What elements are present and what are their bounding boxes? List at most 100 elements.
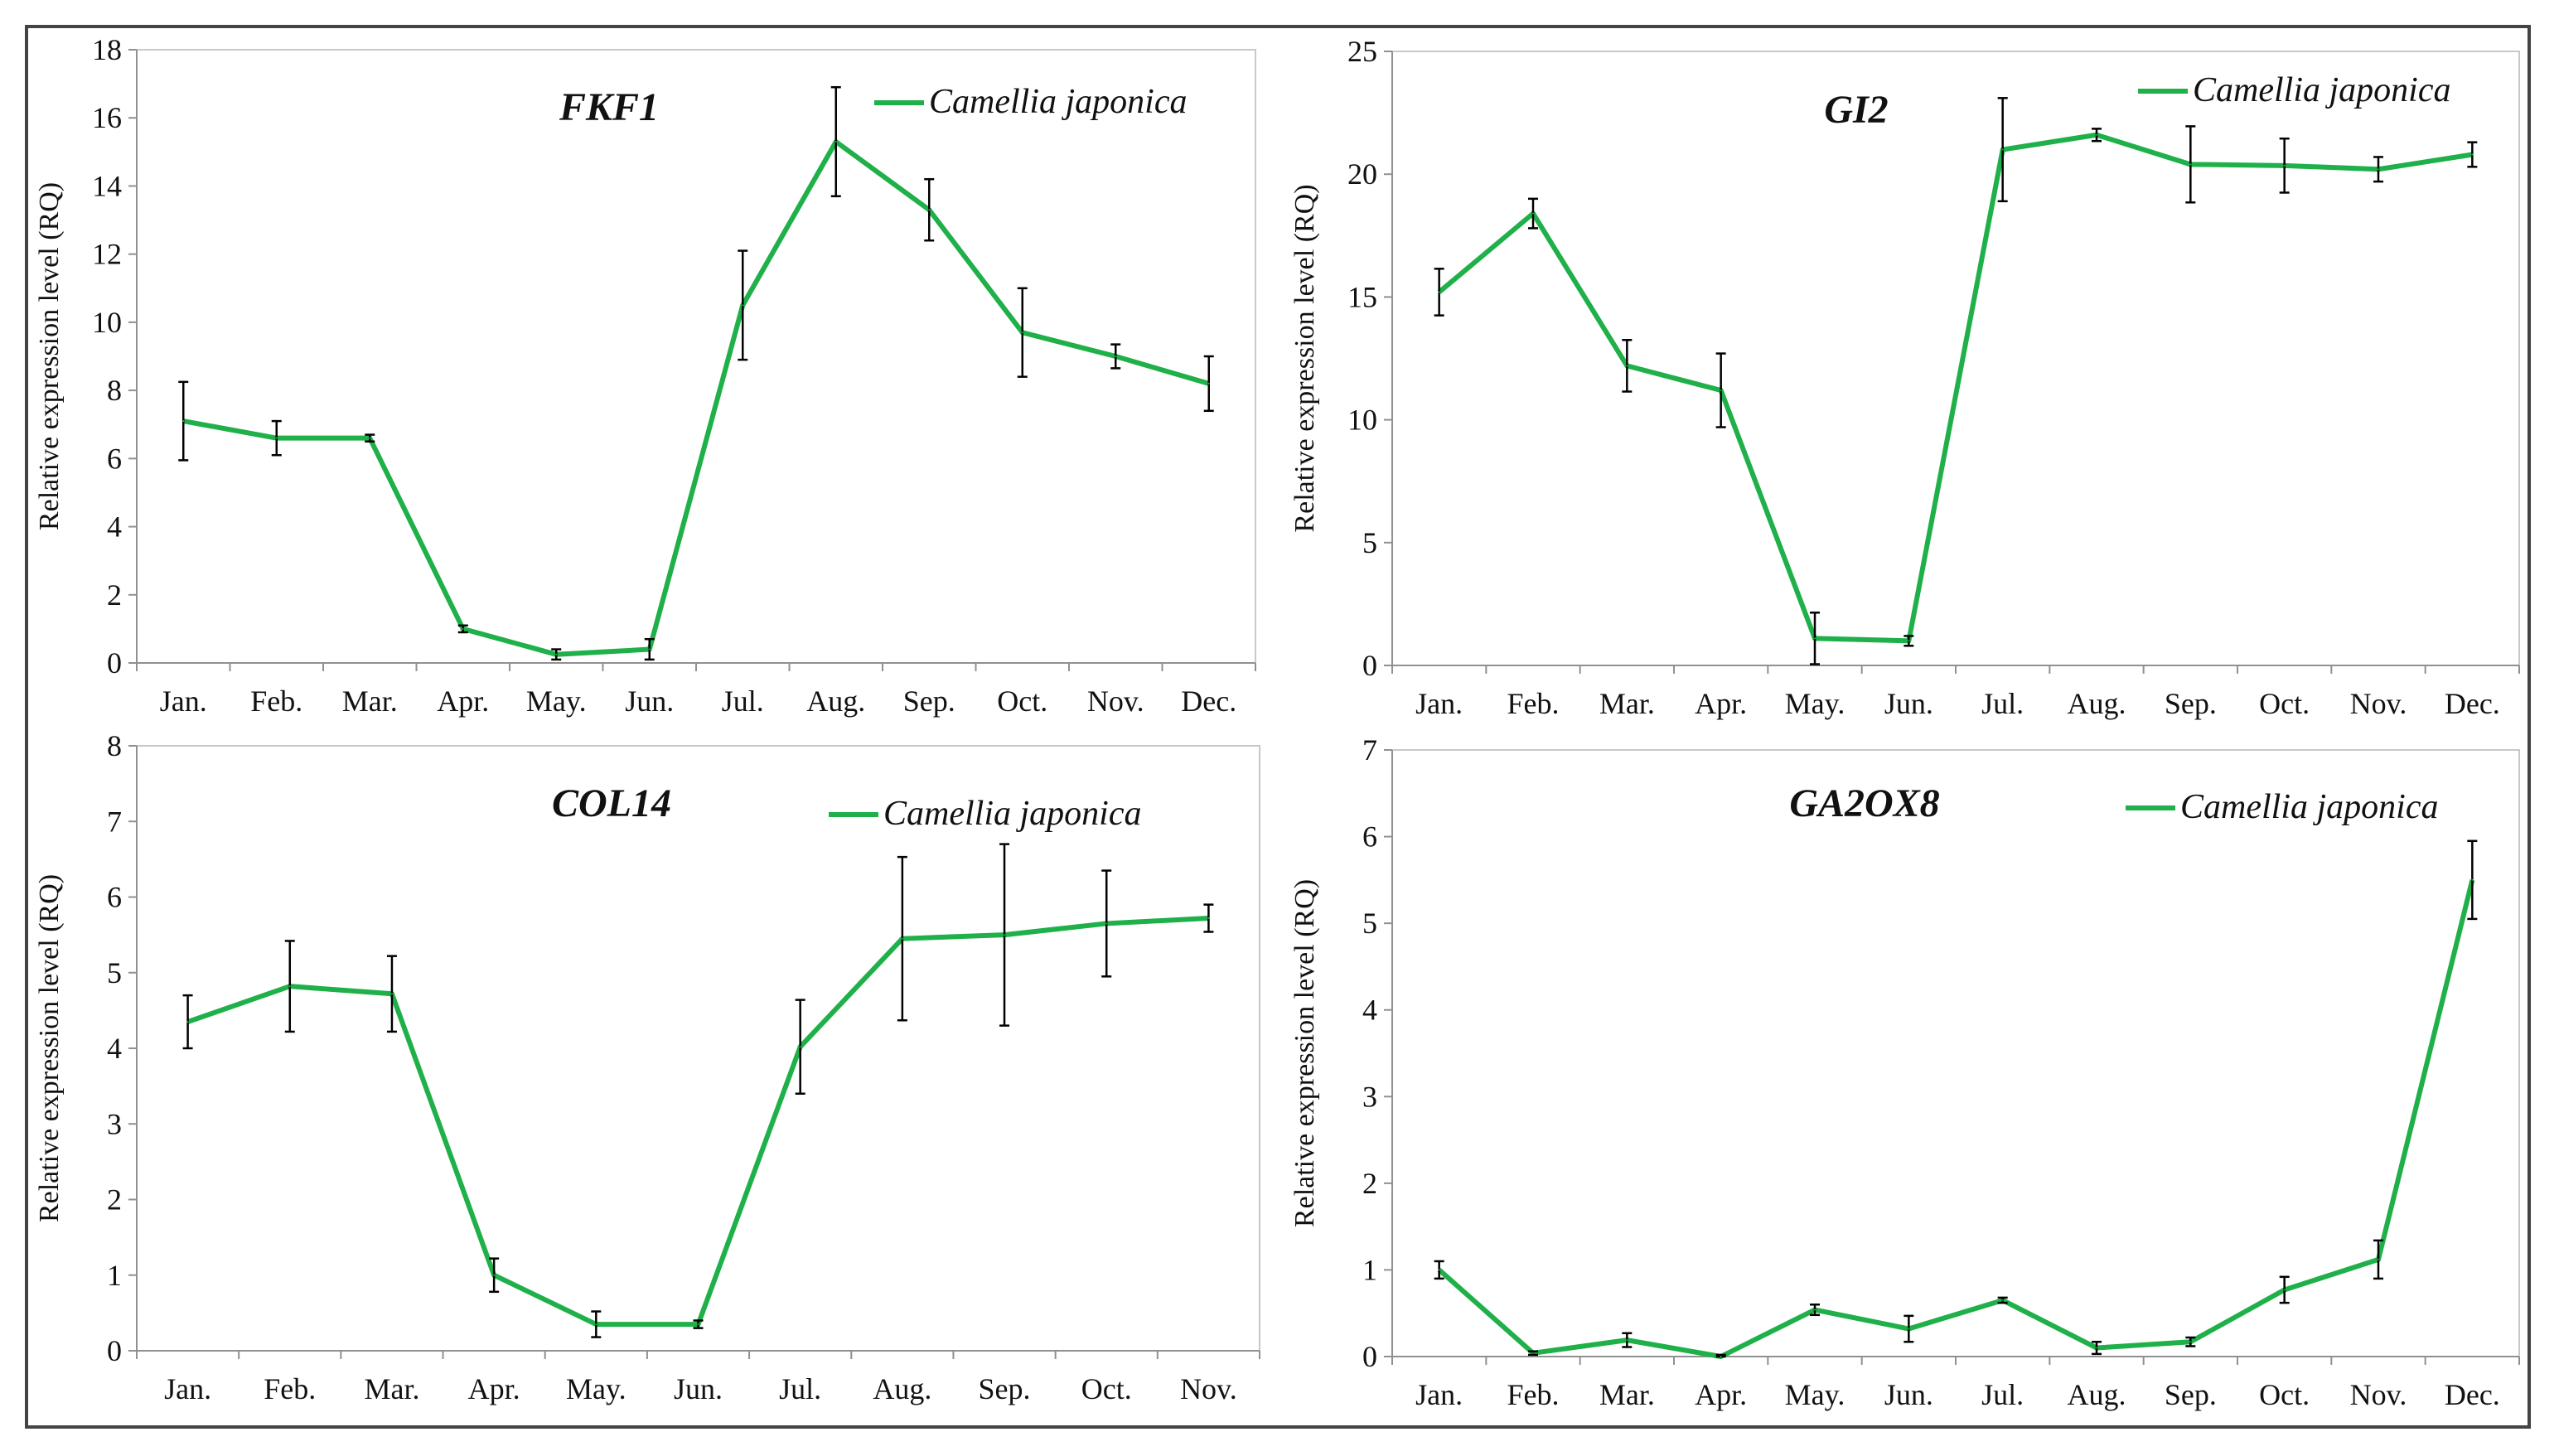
x-tick-label: Nov. — [2350, 1378, 2407, 1411]
data-point — [2189, 163, 2192, 166]
x-tick-label: Oct. — [2259, 1378, 2310, 1411]
data-point — [901, 937, 903, 940]
data-point — [1532, 1352, 1534, 1354]
x-tick-label: Aug. — [873, 1372, 931, 1405]
series-line — [182, 139, 1210, 657]
data-point — [2378, 168, 2379, 171]
y-tick-label: 10 — [92, 306, 122, 339]
y-tick-label: 4 — [107, 510, 122, 544]
y-tick-label: 7 — [107, 805, 122, 838]
y-tick-label: 1 — [107, 1259, 122, 1292]
x-tick-label: Mar. — [364, 1372, 419, 1405]
data-point — [648, 648, 651, 651]
figure-frame — [25, 25, 2531, 1429]
legend-label: Camellia japonica — [929, 83, 1187, 121]
data-point — [2471, 878, 2474, 881]
data-point — [1626, 1339, 1628, 1342]
x-tick-label: Mar. — [342, 684, 398, 718]
chart-col14: 0 1 2 3 4 5 6 7 8 Jan. Feb. Mar. Apr. May. Jun. Jul. Aug… — [34, 729, 1260, 1405]
x-tick-label: Dec. — [2445, 1378, 2500, 1411]
y-axis-label: Relative expression level (RQ) — [34, 182, 65, 530]
data-point — [697, 1323, 699, 1326]
x-tick-label: Aug. — [2068, 687, 2126, 720]
y-tick-label: 7 — [1362, 733, 1377, 767]
x-tick-label: Feb. — [1507, 687, 1560, 720]
y-tick-label: 8 — [107, 374, 122, 407]
y-tick-label: 15 — [1347, 280, 1377, 313]
y-tick-label: 4 — [1362, 994, 1377, 1027]
x-tick-label: Jun. — [625, 684, 674, 718]
data-point — [742, 304, 744, 307]
y-tick-label: 6 — [107, 881, 122, 914]
data-point — [2001, 1299, 2004, 1302]
y-tick-label: 4 — [107, 1032, 122, 1065]
series-line — [1437, 879, 2475, 1359]
data-point — [1720, 389, 1722, 392]
y-axis-label: Relative expression level (RQ) — [1289, 184, 1320, 532]
data-point — [1207, 382, 1210, 385]
x-tick-label: Nov. — [2350, 687, 2407, 720]
chart-gi2: 0 5 10 15 20 25 Jan. Feb. Mar. Apr. May. Jun. Jul. Au… — [1289, 35, 2520, 720]
x-tick-label: Jun. — [1884, 687, 1933, 720]
y-tick-label: 12 — [92, 238, 122, 271]
y-tick-label: 20 — [1347, 157, 1377, 191]
x-tick-label: Feb. — [250, 684, 302, 718]
data-point — [369, 437, 371, 439]
y-tick-label: 6 — [107, 442, 122, 475]
x-tick-label: Apr. — [1695, 1378, 1747, 1411]
data-point — [2283, 1289, 2286, 1291]
data-point — [1908, 640, 1910, 642]
data-point — [1814, 1308, 1816, 1311]
legend-label: Camellia japonica — [883, 795, 1141, 833]
y-tick-label: 10 — [1347, 404, 1377, 437]
x-tick-label: Dec. — [2445, 687, 2500, 720]
x-tick-label: Oct. — [2259, 687, 2310, 720]
x-tick-label: Dec. — [1181, 684, 1236, 718]
data-point — [2189, 1341, 2192, 1343]
data-point — [1626, 365, 1628, 367]
data-point — [1207, 917, 1210, 920]
x-tick-label: Jan. — [1415, 687, 1463, 720]
x-tick-label: Jan. — [164, 1372, 211, 1405]
x-tick-label: Jul. — [1981, 1378, 2024, 1411]
y-tick-label: 1 — [1362, 1253, 1377, 1286]
x-tick-label: Sep. — [979, 1372, 1031, 1405]
y-tick-label: 2 — [107, 578, 122, 612]
data-point — [1532, 212, 1534, 215]
y-tick-label: 5 — [1362, 907, 1377, 940]
chart-title: COL14 — [552, 781, 671, 825]
data-point — [2471, 153, 2474, 156]
y-tick-label: 8 — [107, 729, 122, 762]
y-tick-label: 14 — [92, 169, 122, 202]
y-tick-label: 0 — [1362, 1340, 1377, 1373]
plot-area — [136, 49, 1256, 664]
data-point — [1021, 331, 1023, 334]
x-tick-label: Oct. — [997, 684, 1047, 718]
chart-title: GA2OX8 — [1789, 781, 1939, 825]
x-tick-label: Jul. — [722, 684, 764, 718]
data-point — [1438, 1269, 1440, 1271]
data-point — [2283, 164, 2286, 167]
x-tick-label: Feb. — [264, 1372, 316, 1405]
y-tick-label: 2 — [1362, 1167, 1377, 1200]
x-tick-label: Jun. — [674, 1372, 723, 1405]
legend-label: Camellia japonica — [2180, 788, 2438, 826]
y-tick-label: 0 — [1362, 649, 1377, 682]
data-point — [555, 653, 558, 655]
data-point — [288, 985, 291, 988]
data-point — [928, 209, 931, 211]
y-axis-label: Relative expression level (RQ) — [1289, 879, 1320, 1227]
chart-fkf1: 0 2 4 6 8 10 12 14 16 18 Jan. Feb. Mar. Apr. May. Jun. J… — [34, 33, 1256, 718]
data-point — [462, 627, 464, 630]
series-line — [1437, 132, 2473, 644]
y-tick-label: 5 — [107, 956, 122, 989]
x-tick-label: Jan. — [1415, 1378, 1463, 1411]
x-tick-label: Jul. — [1981, 687, 2024, 720]
x-tick-label: May. — [566, 1372, 626, 1405]
data-point — [1004, 934, 1006, 936]
y-tick-label: 25 — [1347, 35, 1377, 68]
x-tick-label: Feb. — [1507, 1378, 1560, 1411]
data-point — [1814, 637, 1816, 640]
series-line — [186, 916, 1209, 1328]
y-tick-label: 3 — [107, 1107, 122, 1140]
